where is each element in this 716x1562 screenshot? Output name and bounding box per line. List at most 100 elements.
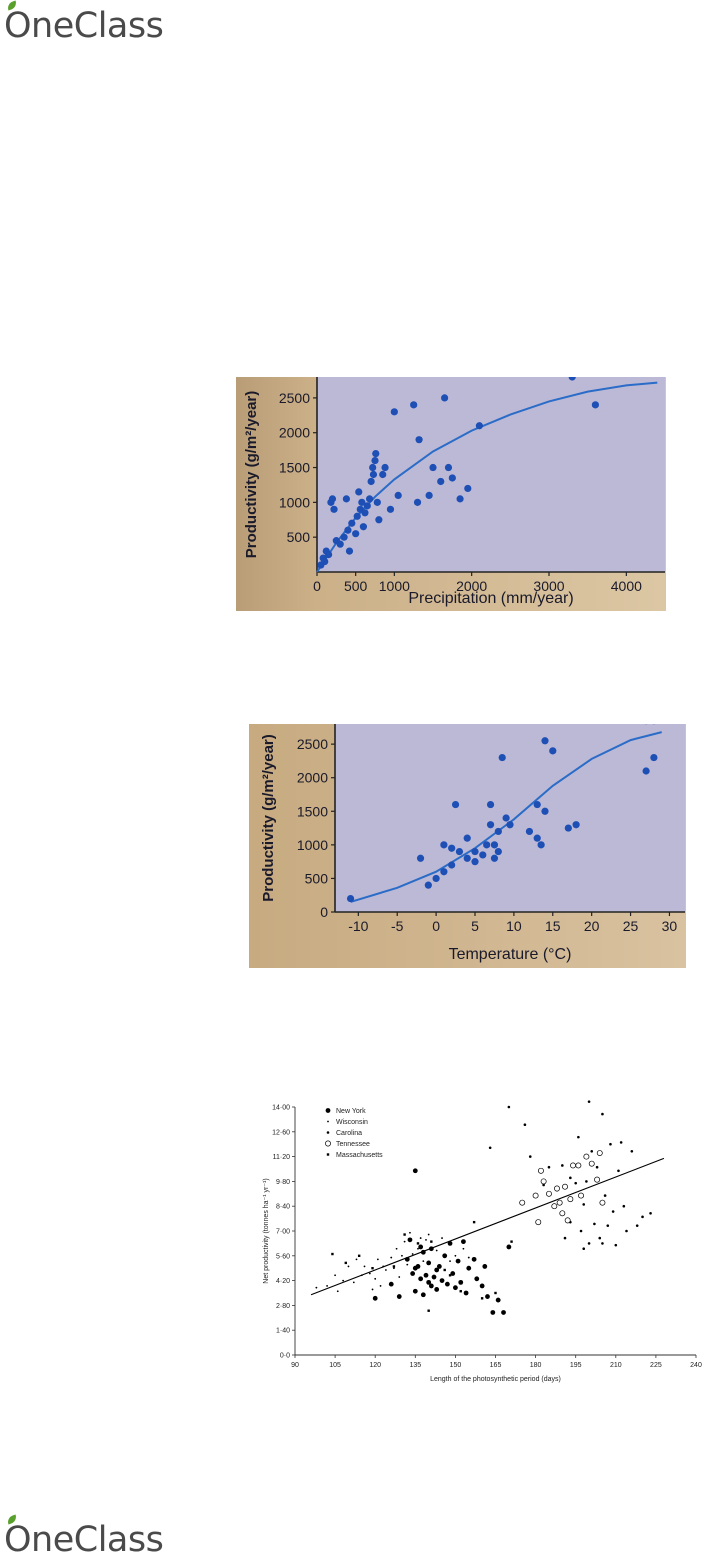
data-point xyxy=(464,1291,469,1296)
y-tick-label: 9·80 xyxy=(276,1179,290,1186)
data-point xyxy=(374,1278,376,1280)
data-point xyxy=(369,1273,371,1275)
plot-area xyxy=(335,724,685,912)
data-point xyxy=(491,841,498,848)
x-tick-label: 1000 xyxy=(379,578,410,594)
legend-marker xyxy=(327,1153,329,1155)
data-point xyxy=(398,1276,400,1278)
data-point xyxy=(408,1237,413,1242)
data-point xyxy=(487,801,494,808)
y-tick-label: 8·40 xyxy=(276,1204,290,1211)
data-point xyxy=(403,1233,405,1235)
data-point xyxy=(468,1257,470,1259)
data-point xyxy=(460,1290,462,1292)
data-point xyxy=(409,1232,411,1234)
data-point xyxy=(371,1267,373,1269)
legend-label: Carolina xyxy=(336,1130,362,1137)
data-point xyxy=(361,1274,363,1276)
data-point xyxy=(623,1205,626,1208)
data-point xyxy=(557,1200,562,1205)
x-tick-label: 4000 xyxy=(611,578,642,594)
data-point xyxy=(348,520,355,527)
y-tick-label: 14·00 xyxy=(272,1105,290,1112)
data-point xyxy=(441,1237,443,1239)
data-point xyxy=(649,1212,652,1215)
data-point xyxy=(552,1204,557,1209)
data-point xyxy=(534,801,541,808)
data-point xyxy=(456,1259,461,1264)
data-point xyxy=(593,1223,596,1226)
data-point xyxy=(585,1180,588,1183)
data-point xyxy=(395,492,402,499)
x-tick-label: 120 xyxy=(369,1362,381,1369)
data-point xyxy=(429,1284,434,1289)
data-point xyxy=(589,1161,594,1166)
x-tick-label: 150 xyxy=(450,1362,462,1369)
y-tick-label: 2·80 xyxy=(276,1303,290,1310)
legend-marker xyxy=(326,1108,331,1113)
y-axis-label: Net productivity (tonnes ha⁻¹ yr⁻¹) xyxy=(263,1178,270,1283)
data-point xyxy=(601,1242,604,1245)
y-tick-label: 500 xyxy=(287,529,311,545)
data-point xyxy=(546,1191,551,1196)
data-point xyxy=(440,841,447,848)
data-point xyxy=(564,1237,567,1240)
data-point xyxy=(565,824,572,831)
data-point xyxy=(387,506,394,513)
data-point xyxy=(364,502,371,509)
data-point xyxy=(329,495,336,502)
data-point xyxy=(568,1197,573,1202)
data-point xyxy=(463,1248,465,1250)
legend-marker xyxy=(325,1141,330,1146)
data-point xyxy=(487,821,494,828)
data-point xyxy=(442,1253,447,1258)
data-point xyxy=(396,1248,398,1250)
data-point xyxy=(354,513,361,520)
y-tick-label: 1000 xyxy=(279,494,310,510)
data-point xyxy=(342,1280,344,1282)
data-point xyxy=(414,499,421,506)
data-point xyxy=(364,1266,366,1268)
data-point xyxy=(643,767,650,774)
data-point xyxy=(520,1200,525,1205)
data-point xyxy=(430,1240,432,1242)
y-tick-label: 1500 xyxy=(297,803,328,819)
data-point xyxy=(631,1150,634,1153)
y-tick-label: 11·20 xyxy=(273,1154,290,1161)
data-point xyxy=(413,1289,418,1294)
data-point xyxy=(456,495,463,502)
data-point xyxy=(437,1264,442,1269)
data-point xyxy=(570,1163,575,1168)
data-point xyxy=(426,1260,431,1265)
x-tick-label: 165 xyxy=(490,1362,502,1369)
x-tick-label: 90 xyxy=(291,1362,299,1369)
x-tick-label: 195 xyxy=(570,1362,582,1369)
data-point xyxy=(410,1271,415,1276)
data-point xyxy=(416,1264,421,1269)
data-point xyxy=(390,1257,392,1259)
data-point xyxy=(371,457,378,464)
data-point xyxy=(428,1234,430,1236)
data-point xyxy=(330,506,337,513)
data-point xyxy=(592,401,599,408)
data-point xyxy=(449,474,456,481)
data-point xyxy=(418,1245,423,1250)
data-point xyxy=(554,1186,559,1191)
data-point xyxy=(506,1245,511,1250)
data-point xyxy=(538,841,545,848)
y-tick-label: 1500 xyxy=(279,460,310,476)
data-point xyxy=(461,1239,466,1244)
data-point xyxy=(574,1182,577,1185)
data-point xyxy=(380,1285,382,1287)
data-point xyxy=(448,861,455,868)
data-point xyxy=(606,1224,609,1227)
y-tick-label: 0·0 xyxy=(280,1353,290,1360)
data-point xyxy=(503,814,510,821)
brand-name: OneClass xyxy=(4,1518,163,1562)
data-point xyxy=(436,1250,438,1252)
y-tick-label: 2500 xyxy=(279,390,310,406)
data-point xyxy=(381,464,388,471)
y-tick-label: 2000 xyxy=(279,425,310,441)
